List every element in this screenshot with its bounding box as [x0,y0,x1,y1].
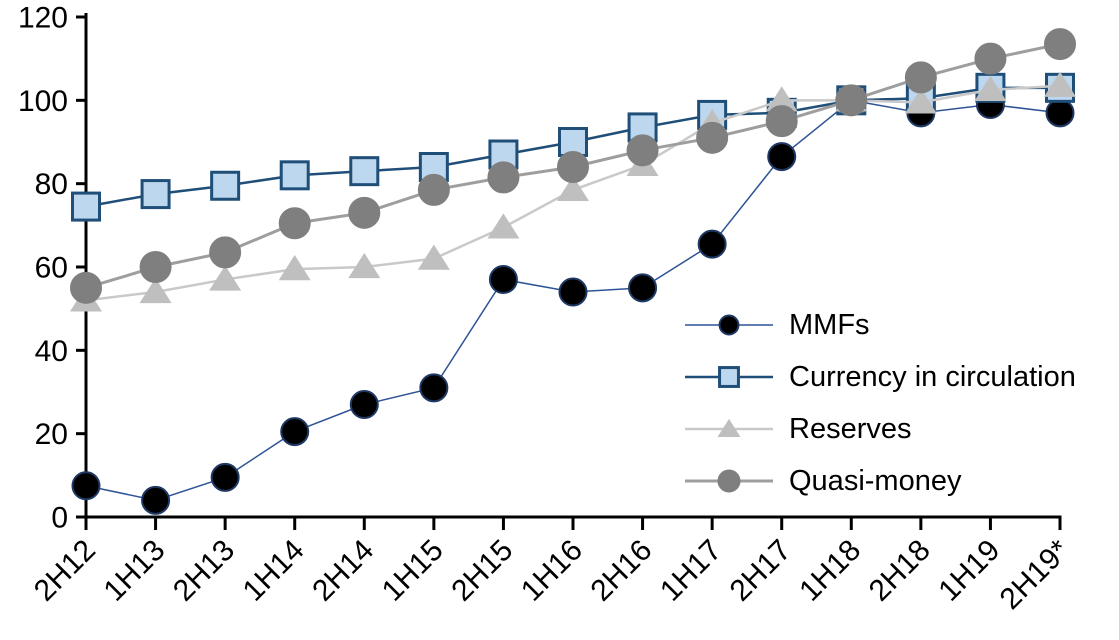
marker-mmfs [419,373,449,403]
marker-currency-in-circulation [140,179,171,210]
legend-item-mmfs: MMFs [683,299,1076,351]
marker-mmfs [141,485,171,515]
x-tick-label-2h15: 2H15 [445,534,519,608]
marker-quasi-money [717,469,741,493]
marker-mmfs [210,462,240,492]
x-tick-label-2h16: 2H16 [584,534,658,608]
marker-reserves [417,244,450,270]
marker-mmfs [1045,98,1075,128]
y-tick-label-20: 20 [35,418,68,451]
x-tick-label-2h19: 2H19* [994,533,1077,616]
legend-label-currency: Currency in circulation [789,360,1076,393]
marker-mmfs [71,471,101,501]
currency-marker-icon [685,366,773,388]
marker-currency-in-circulation [279,160,310,191]
marker-currency-in-circulation [349,156,380,187]
marker-mmfs [697,229,727,259]
x-tick-label-1h17: 1H17 [654,534,728,608]
marker-mmfs [488,265,518,294]
marker-mmfs [558,277,588,307]
marker-mmfs [767,142,797,172]
marker-quasi-money [765,105,798,138]
marker-currency-in-circulation [718,366,740,388]
marker-reserves [487,213,520,239]
marker-reserves [717,418,741,437]
legend-label-reserves: Reserves [789,412,912,445]
x-tick-label-1h14: 1H14 [237,534,311,608]
y-tick-label-100: 100 [18,85,68,118]
x-tick-label-1h18: 1H18 [793,534,867,608]
x-tick-label-1h15: 1H15 [376,534,450,608]
legend-item-currency: Currency in circulation [683,351,1076,403]
marker-reserves [904,88,937,114]
x-tick-label-2h12: 2H12 [28,534,102,608]
marker-reserves [348,252,381,279]
marker-reserves [139,277,172,304]
marker-reserves [1043,71,1077,97]
x-tick-label-1h19: 1H19 [932,534,1006,608]
marker-reserves [974,75,1007,102]
marker-quasi-money [70,271,102,304]
marker-quasi-money [974,42,1007,75]
x-tick-label-1h16: 1H16 [515,534,589,608]
marker-mmfs [280,417,310,447]
marker-quasi-money [1044,28,1076,61]
marker-mmfs [628,273,658,303]
marker-quasi-money [626,134,659,167]
legend: MMFs Currency in circulation Reserves Qu… [683,299,1076,507]
marker-mmfs [349,390,379,419]
marker-quasi-money [835,84,868,117]
marker-currency-in-circulation [210,170,241,201]
marker-quasi-money [904,61,937,94]
marker-currency-in-circulation [488,139,519,170]
legend-label-mmfs: MMFs [789,308,870,341]
x-tick-label-2h14: 2H14 [306,534,380,608]
y-tick-label-120: 120 [18,2,68,35]
marker-reserves [556,175,590,202]
marker-quasi-money [348,196,381,229]
y-tick-label-60: 60 [35,252,68,285]
y-tick-label-40: 40 [35,335,68,368]
marker-quasi-money [139,251,172,283]
x-tick-label-2h13: 2H13 [167,534,241,608]
marker-reserves [278,254,311,281]
mmfs-marker-icon [685,314,773,336]
quasi-money-marker-icon [685,469,773,493]
marker-quasi-money [417,173,450,206]
marker-quasi-money [557,151,589,183]
marker-quasi-money [696,121,729,154]
legend-label-quasi-money: Quasi-money [789,464,962,497]
marker-quasi-money [209,236,242,269]
marker-mmfs [718,314,740,336]
marker-currency-in-circulation [71,191,101,222]
x-tick-label-2h18: 2H18 [863,534,937,608]
reserves-marker-icon [685,418,773,437]
y-tick-label-0: 0 [51,502,68,535]
marker-quasi-money [278,207,311,240]
marker-quasi-money [487,161,520,194]
legend-item-quasi-money: Quasi-money [683,455,1076,507]
legend-item-reserves: Reserves [683,403,1076,455]
x-tick-label-2h17: 2H17 [724,534,798,608]
y-tick-label-80: 80 [35,168,68,201]
x-tick-label-1h13: 1H13 [97,534,171,608]
marker-reserves [209,265,242,291]
